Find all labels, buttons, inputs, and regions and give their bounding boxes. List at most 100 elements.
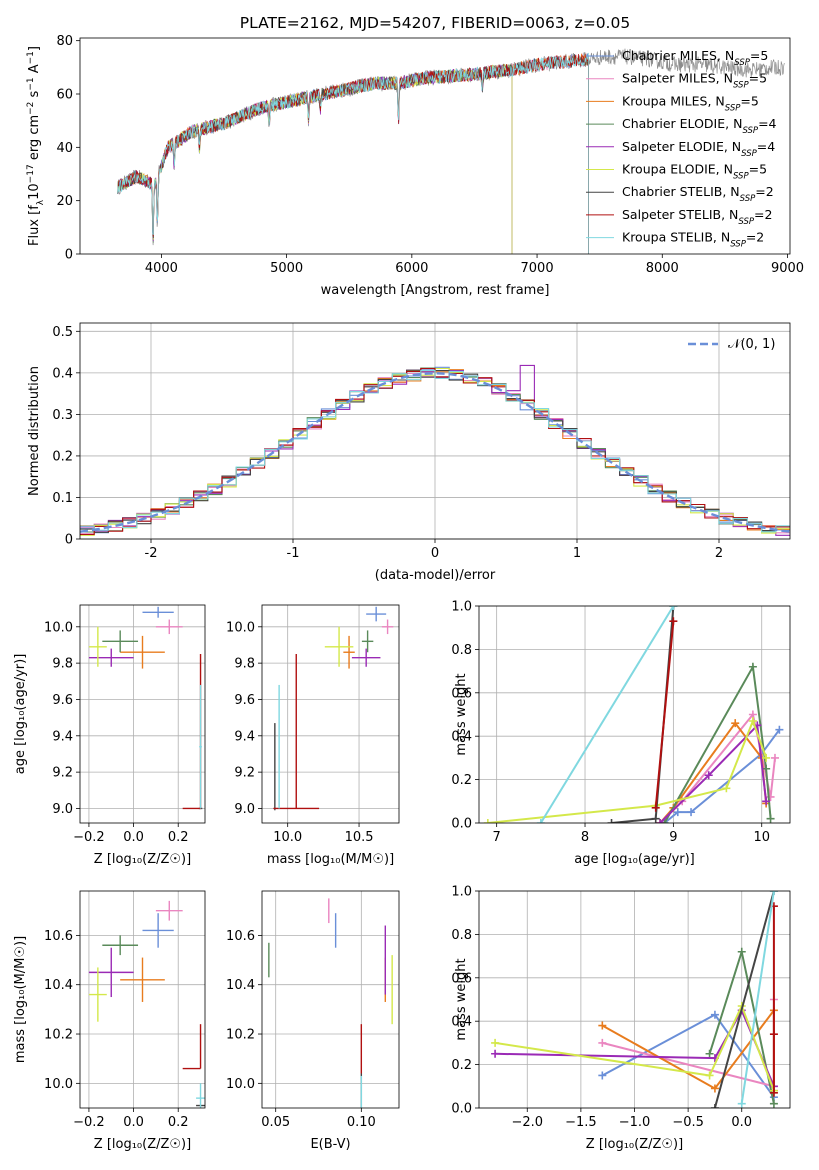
weight-marker	[687, 808, 696, 817]
x-tick-label: 0.0	[123, 830, 144, 845]
weight-marker	[704, 771, 713, 780]
weight-marker	[737, 947, 746, 956]
legend-entry-chabrier-stelib: Chabrier STELIB, NSSP=2	[622, 184, 774, 204]
errorbar-salpeter-miles	[155, 900, 183, 921]
weight-marker	[731, 719, 740, 728]
legend-n: =2	[755, 184, 773, 199]
errorbar-kroupa-elodie	[88, 967, 107, 1022]
y-axis-label-part: −2	[26, 102, 36, 115]
y-tick-label: 80	[56, 34, 73, 49]
y-tick-label: 40	[56, 141, 73, 156]
axes-frame	[79, 604, 206, 824]
y-tick-label: 10.0	[44, 1077, 73, 1092]
legend-entry-kroupa-miles: Kroupa MILES, NSSP=5	[622, 93, 759, 113]
x-tick-label: 0.05	[261, 1115, 290, 1130]
plot-area	[88, 900, 205, 1108]
y-axis-label-part: −17	[26, 164, 36, 183]
errorbar-chabrier-elodie	[102, 935, 139, 956]
legend-name: Chabrier STELIB, N	[622, 184, 740, 199]
legend-sub: SSP	[734, 58, 750, 68]
weight-marker	[710, 1104, 719, 1108]
y-axis-label: mass weight	[454, 673, 469, 755]
legend-sub: SSP	[730, 240, 746, 250]
legend-name: Salpeter ELODIE, N	[622, 139, 741, 154]
x-axis-label: (data-model)/error	[375, 568, 496, 583]
y-tick-label: 1.0	[451, 600, 472, 615]
weight-marker	[651, 814, 660, 823]
x-tick-label: −1.5	[565, 1115, 597, 1130]
legend-n: =5	[740, 93, 758, 108]
x-tick-label: 0.0	[123, 1115, 144, 1130]
legend-sub: SSP	[725, 103, 741, 113]
weight-marker	[722, 784, 731, 793]
errorbar-chabrier-elodie	[102, 630, 139, 653]
x-axis-label: wavelength [Angstrom, rest frame]	[321, 283, 550, 298]
weight-line	[539, 606, 675, 823]
y-tick-label: 10.0	[44, 620, 73, 635]
y-tick-label: 10.4	[226, 978, 255, 993]
y-tick-label: 1.0	[451, 885, 472, 900]
weight-marker	[660, 819, 669, 823]
weight-line	[740, 891, 775, 1104]
y-tick-label: 0.8	[451, 928, 472, 943]
weight-marker	[536, 819, 545, 823]
y-axis-label-part: 10	[27, 183, 42, 200]
legend-entry-chabrier-miles: Chabrier MILES, NSSP=5	[622, 48, 768, 68]
axes-frame	[79, 37, 791, 255]
weight-marker	[766, 814, 775, 823]
y-tick-label: 0.6	[451, 686, 472, 701]
y-tick-label: 9.8	[234, 657, 255, 672]
y-tick-label: 10.2	[226, 1028, 255, 1043]
y-axis-label-part: ]	[27, 46, 42, 51]
y-axis-label-part: Flux [f	[27, 205, 42, 246]
y-axis-label-part: A	[27, 64, 42, 77]
y-tick-label: 9.0	[234, 802, 255, 817]
x-axis-label: Z [log₁₀(Z/Z☉)]	[586, 1137, 683, 1152]
x-axis-label: mass [log₁₀(M/M☉)]	[267, 852, 394, 867]
weight-marker	[669, 617, 678, 626]
errorbar-chabrier-elodie	[361, 630, 374, 653]
legend-entry-kroupa-stelib: Kroupa STELIB, NSSP=2	[622, 230, 764, 250]
y-tick-label: 0.5	[52, 325, 73, 340]
weights-chabrier-elodie	[705, 947, 778, 1108]
normal-curve	[80, 372, 790, 533]
errorbar-salpeter-miles	[381, 619, 394, 635]
weight-marker	[705, 1071, 714, 1080]
x-tick-label: 10	[753, 830, 770, 845]
errorbar-salpeter-elodie	[351, 648, 381, 667]
y-axis-label: Flux [fλ10−17 erg cm−2 s−1 A−1]	[26, 46, 46, 246]
weight-line	[713, 891, 775, 1108]
x-tick-label: 10.5	[345, 830, 374, 845]
y-axis-label: age [log₁₀(age/yr)]	[13, 654, 28, 775]
legend: 𝒩(0, 1)	[688, 337, 775, 352]
weight-marker	[598, 1021, 607, 1030]
panel-massweight-vs-age: 7 8 9 10 0.0 0.2 0.4 0.6 0.8 1.0 age [log₁₀(age/yr…	[451, 600, 791, 867]
weight-marker	[491, 1049, 500, 1058]
x-tick-label: −0.5	[672, 1115, 704, 1130]
weight-marker	[598, 1071, 607, 1080]
y-tick-label: 0.4	[451, 1015, 472, 1030]
axes: 4000 5000 6000 7000 8000 9000 0 20 40 60 80 wavelen…	[26, 34, 804, 298]
weight-marker	[710, 1084, 719, 1093]
weight-marker	[769, 1030, 778, 1039]
panel-age-vs-mass: 10.0 10.5 9.0 9.2 9.4 9.6 9.8 10.0 mass [log₁₀(M…	[226, 604, 400, 867]
x-tick-label: 5000	[270, 261, 303, 276]
x-tick-label: −1.0	[619, 1115, 651, 1130]
y-tick-label: 10.2	[44, 1028, 73, 1043]
panel-spectrum: 4000 5000 6000 7000 8000 9000 0 20 40 60 80 wavelen…	[26, 34, 804, 298]
weight-line	[654, 621, 675, 808]
panel-massweight-vs-Z: −2.0 −1.5 −1.0 −0.5 0.0 0.0 0.2 0.4 0.6 0.8 1.0 Z […	[451, 885, 791, 1152]
legend-n: =4	[758, 116, 776, 131]
axes: 7 8 9 10 0.0 0.2 0.4 0.6 0.8 1.0 age [log₁₀(age/yr…	[451, 600, 791, 867]
plot-area	[88, 606, 203, 810]
weight-marker	[710, 1010, 719, 1019]
y-tick-label: 0.2	[52, 449, 73, 464]
chart-title: PLATE=2162, MJD=54207, FIBERID=0063, z=0…	[240, 14, 630, 32]
weight-marker	[769, 1088, 778, 1097]
legend-entry-chabrier-elodie: Chabrier ELODIE, NSSP=4	[622, 116, 777, 136]
axes-frame	[79, 322, 791, 540]
x-tick-label: −0.2	[73, 830, 105, 845]
y-tick-label: 0.4	[52, 366, 73, 381]
y-tick-label: 0.8	[451, 643, 472, 658]
